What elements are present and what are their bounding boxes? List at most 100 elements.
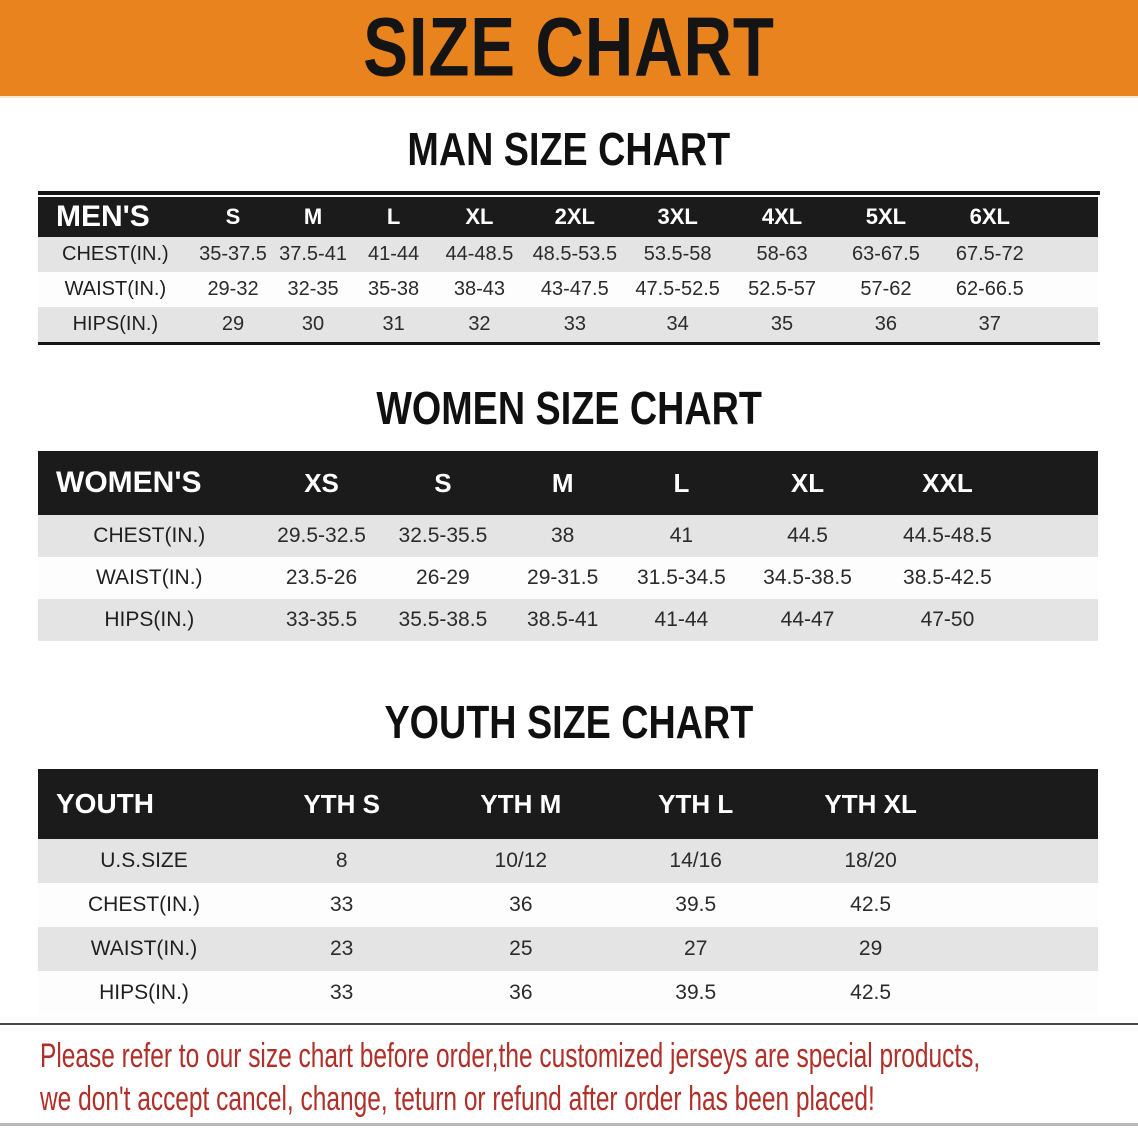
row-label: U.S.SIZE xyxy=(100,849,188,872)
row-label: CHEST(IN.) xyxy=(62,243,169,265)
youth-col-m: YTH M xyxy=(480,788,562,819)
cell: 39.5 xyxy=(675,981,717,1004)
men-hips-row: HIPS(IN.) 29 30 31 32 33 34 35 36 37 xyxy=(38,307,1098,342)
size-chart-banner: SIZE CHART xyxy=(0,0,1138,98)
cell: 8 xyxy=(335,849,348,872)
women-col-xs: XS xyxy=(304,467,339,498)
cell: 48.5-53.5 xyxy=(532,243,618,265)
cell-spacer xyxy=(1021,599,1098,641)
cell: 67.5-72 xyxy=(955,243,1024,265)
cell-spacer xyxy=(1042,307,1098,342)
cell-spacer xyxy=(1021,557,1098,599)
cell: 10/12 xyxy=(494,849,548,872)
men-col-2xl: 2XL xyxy=(554,204,595,229)
cell-spacer xyxy=(958,839,1098,883)
cell-spacer xyxy=(1042,272,1098,307)
men-table-top-rule xyxy=(38,191,1100,195)
cell-spacer xyxy=(958,883,1098,927)
cell: 52.5-57 xyxy=(748,278,816,300)
women-col-l: L xyxy=(673,467,690,498)
men-section-title: MAN SIZE CHART xyxy=(407,123,731,175)
bottom-edge-rule xyxy=(0,1123,1138,1126)
cell-spacer xyxy=(1042,237,1098,272)
cell: 23 xyxy=(330,937,354,960)
row-label: HIPS(IN.) xyxy=(99,981,189,1004)
cell: 42.5 xyxy=(850,893,892,916)
men-col-3xl: 3XL xyxy=(657,204,698,229)
cell: 41-44 xyxy=(368,243,420,265)
disclaimer-line-1: Please refer to our size chart before or… xyxy=(40,1037,981,1075)
cell: 53.5-58 xyxy=(643,243,712,265)
men-header-row: MEN'S S M L XL 2XL 3XL 4XL 5XL 6XL xyxy=(38,197,1098,237)
youth-ussize-row: U.S.SIZE 8 10/12 14/16 18/20 xyxy=(38,839,1098,883)
cell: 29 xyxy=(858,937,883,960)
cell: 47-50 xyxy=(920,608,975,631)
cell: 32.5-35.5 xyxy=(398,524,488,547)
cell: 29-31.5 xyxy=(527,566,599,589)
men-size-table: MEN'S S M L XL 2XL 3XL 4XL 5XL 6XL CHEST… xyxy=(38,197,1098,342)
footnote-divider xyxy=(0,1023,1138,1025)
cell: 43-47.5 xyxy=(540,278,609,300)
cell: 38-43 xyxy=(453,278,506,300)
men-waist-row: WAIST(IN.) 29-32 32-35 35-38 38-43 43-47… xyxy=(38,272,1098,307)
cell: 31.5-34.5 xyxy=(637,566,726,589)
cell: 38.5-42.5 xyxy=(903,566,992,589)
cell: 35-38 xyxy=(368,278,420,300)
youth-hips-row: HIPS(IN.) 33 36 39.5 42.5 xyxy=(38,971,1098,1015)
row-label: HIPS(IN.) xyxy=(72,313,159,335)
cell: 33 xyxy=(563,313,586,335)
women-chest-row: CHEST(IN.) 29.5-32.5 32.5-35.5 38 41 44.… xyxy=(38,515,1098,557)
women-size-table: WOMEN'S XS S M L XL XXL CHEST(IN.) 29.5-… xyxy=(38,451,1098,641)
cell: 37 xyxy=(978,313,1001,335)
cell: 57-62 xyxy=(860,278,912,300)
cell: 39.5 xyxy=(675,893,717,916)
cell: 34 xyxy=(666,313,689,335)
cell: 33 xyxy=(330,893,354,916)
cell: 29.5-32.5 xyxy=(277,524,366,547)
cell: 29 xyxy=(221,313,245,335)
row-label: WAIST(IN.) xyxy=(90,937,198,960)
cell-spacer xyxy=(958,927,1098,971)
youth-waist-row: WAIST(IN.) 23 25 27 29 xyxy=(38,927,1098,971)
cell: 44.5-48.5 xyxy=(903,524,992,547)
cell: 32 xyxy=(468,313,491,335)
cell: 36 xyxy=(509,893,533,916)
row-label: HIPS(IN.) xyxy=(104,608,195,631)
cell: 41-44 xyxy=(654,608,709,631)
cell: 47.5-52.5 xyxy=(635,278,720,300)
men-col-4xl: 4XL xyxy=(761,204,803,229)
cell: 35-37.5 xyxy=(199,243,267,265)
cell: 38.5-41 xyxy=(527,608,599,631)
disclaimer-line-2: we don't accept cancel, change, teturn o… xyxy=(40,1080,875,1118)
cell: 36 xyxy=(509,981,533,1004)
men-col-m: M xyxy=(303,204,323,229)
cell: 42.5 xyxy=(850,981,892,1004)
cell-spacer xyxy=(958,971,1098,1015)
women-header-label: WOMEN'S xyxy=(56,466,202,499)
cell-spacer xyxy=(1021,515,1098,557)
cell: 31 xyxy=(382,313,405,335)
cell: 44.5 xyxy=(787,524,828,547)
youth-chest-row: CHEST(IN.) 33 36 39.5 42.5 xyxy=(38,883,1098,927)
cell: 18/20 xyxy=(844,849,897,872)
cell: 35.5-38.5 xyxy=(398,608,488,631)
women-col-xl: XL xyxy=(790,467,825,498)
cell: 35 xyxy=(770,313,794,335)
youth-header-row: YOUTH YTH S YTH M YTH L YTH XL xyxy=(38,769,1098,839)
cell: 32-35 xyxy=(287,278,339,300)
youth-size-table: YOUTH YTH S YTH M YTH L YTH XL U.S.SIZE … xyxy=(38,769,1098,1015)
disclaimer-note: Please refer to our size chart before or… xyxy=(40,1035,981,1121)
men-col-6xl: 6XL xyxy=(969,204,1010,229)
row-label: CHEST(IN.) xyxy=(88,893,200,916)
row-label: CHEST(IN.) xyxy=(93,524,206,547)
cell: 26-29 xyxy=(416,566,470,589)
men-header-spacer xyxy=(1042,197,1098,237)
women-hips-row: HIPS(IN.) 33-35.5 35.5-38.5 38.5-41 41-4… xyxy=(38,599,1098,641)
cell: 34.5-38.5 xyxy=(763,566,852,589)
cell: 25 xyxy=(509,937,533,960)
cell: 36 xyxy=(874,313,898,335)
men-chest-row: CHEST(IN.) 35-37.5 37.5-41 41-44 44-48.5… xyxy=(38,237,1098,272)
cell: 41 xyxy=(669,524,694,547)
women-section-title: WOMEN SIZE CHART xyxy=(376,382,762,434)
row-label: WAIST(IN.) xyxy=(96,566,203,589)
